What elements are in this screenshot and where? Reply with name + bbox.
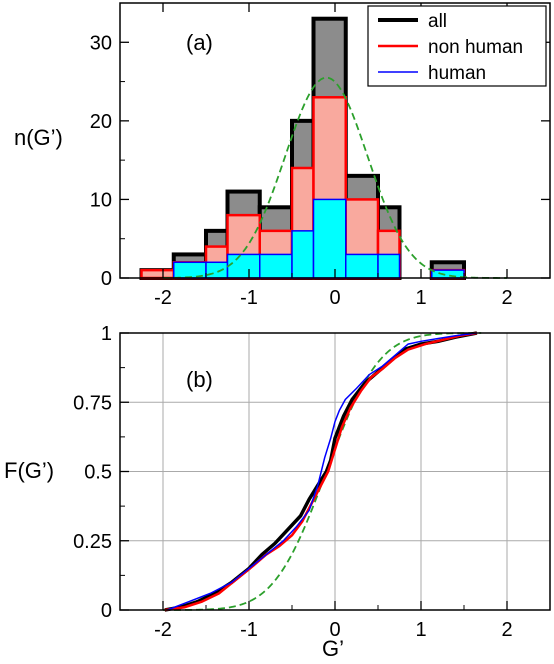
y-tick-label-a-1: 10 — [90, 189, 112, 211]
bar-human-7 — [312, 198, 347, 279]
x-tick-label-a-0: -2 — [154, 287, 172, 309]
y-axis-label-a: n(G’) — [14, 125, 63, 150]
legend-label-non-human: non human — [428, 37, 523, 58]
cdf-line-fit — [163, 332, 482, 611]
x-tick-label-a-3: 1 — [415, 287, 426, 309]
gaussian-fit-curve — [162, 76, 508, 279]
y-tick-label-a-3: 30 — [90, 32, 112, 54]
bar-human-4 — [226, 253, 261, 279]
x-tick-label-b-4: 2 — [501, 619, 512, 641]
x-axis-label-b: G’ — [322, 636, 344, 661]
y-tick-label-a-2: 20 — [90, 111, 112, 133]
x-tick-label-b-3: 1 — [415, 619, 426, 641]
legend-label-all: all — [428, 11, 447, 32]
y-tick-label-b-2: 0.5 — [84, 462, 112, 484]
y-tick-label-b-4: 1 — [101, 323, 112, 345]
cdf-line-human — [167, 332, 477, 611]
axis-ticks-b: -2 -1 0 1 2 0 0.25 0.5 0.75 1 — [73, 323, 551, 641]
x-tick-label-b-1: -1 — [240, 619, 258, 641]
y-axis-label-b: F(G’) — [4, 458, 54, 483]
x-tick-label-b-2: 0 — [329, 619, 340, 641]
panel-label-b: (b) — [186, 367, 213, 392]
bar-human-9 — [377, 253, 401, 279]
x-tick-label-a-1: -1 — [240, 287, 258, 309]
y-tick-label-b-0: 0 — [101, 600, 112, 622]
bar-human-8 — [345, 253, 379, 279]
cdf-panel: -2 -1 0 1 2 0 0.25 0.5 0.75 1 (b) F(G’) G’ — [4, 323, 551, 661]
panel-label-a: (a) — [186, 30, 213, 55]
bar-human-5 — [259, 253, 293, 279]
bar-human-6 — [291, 230, 315, 279]
y-tick-label-b-3: 0.75 — [73, 392, 112, 414]
cdf-lines — [163, 331, 482, 612]
bar-human-3 — [205, 261, 229, 279]
legend: all non human human — [367, 5, 547, 87]
x-tick-label-b-0: -2 — [154, 619, 172, 641]
y-tick-label-b-1: 0.25 — [73, 531, 112, 553]
x-tick-label-a-2: 0 — [329, 287, 340, 309]
bar-human-11 — [431, 269, 465, 279]
x-tick-label-a-4: 2 — [501, 287, 512, 309]
bar-non-human-1 — [140, 268, 175, 280]
y-tick-label-a-0: 0 — [101, 268, 112, 290]
legend-label-human: human — [428, 63, 486, 84]
